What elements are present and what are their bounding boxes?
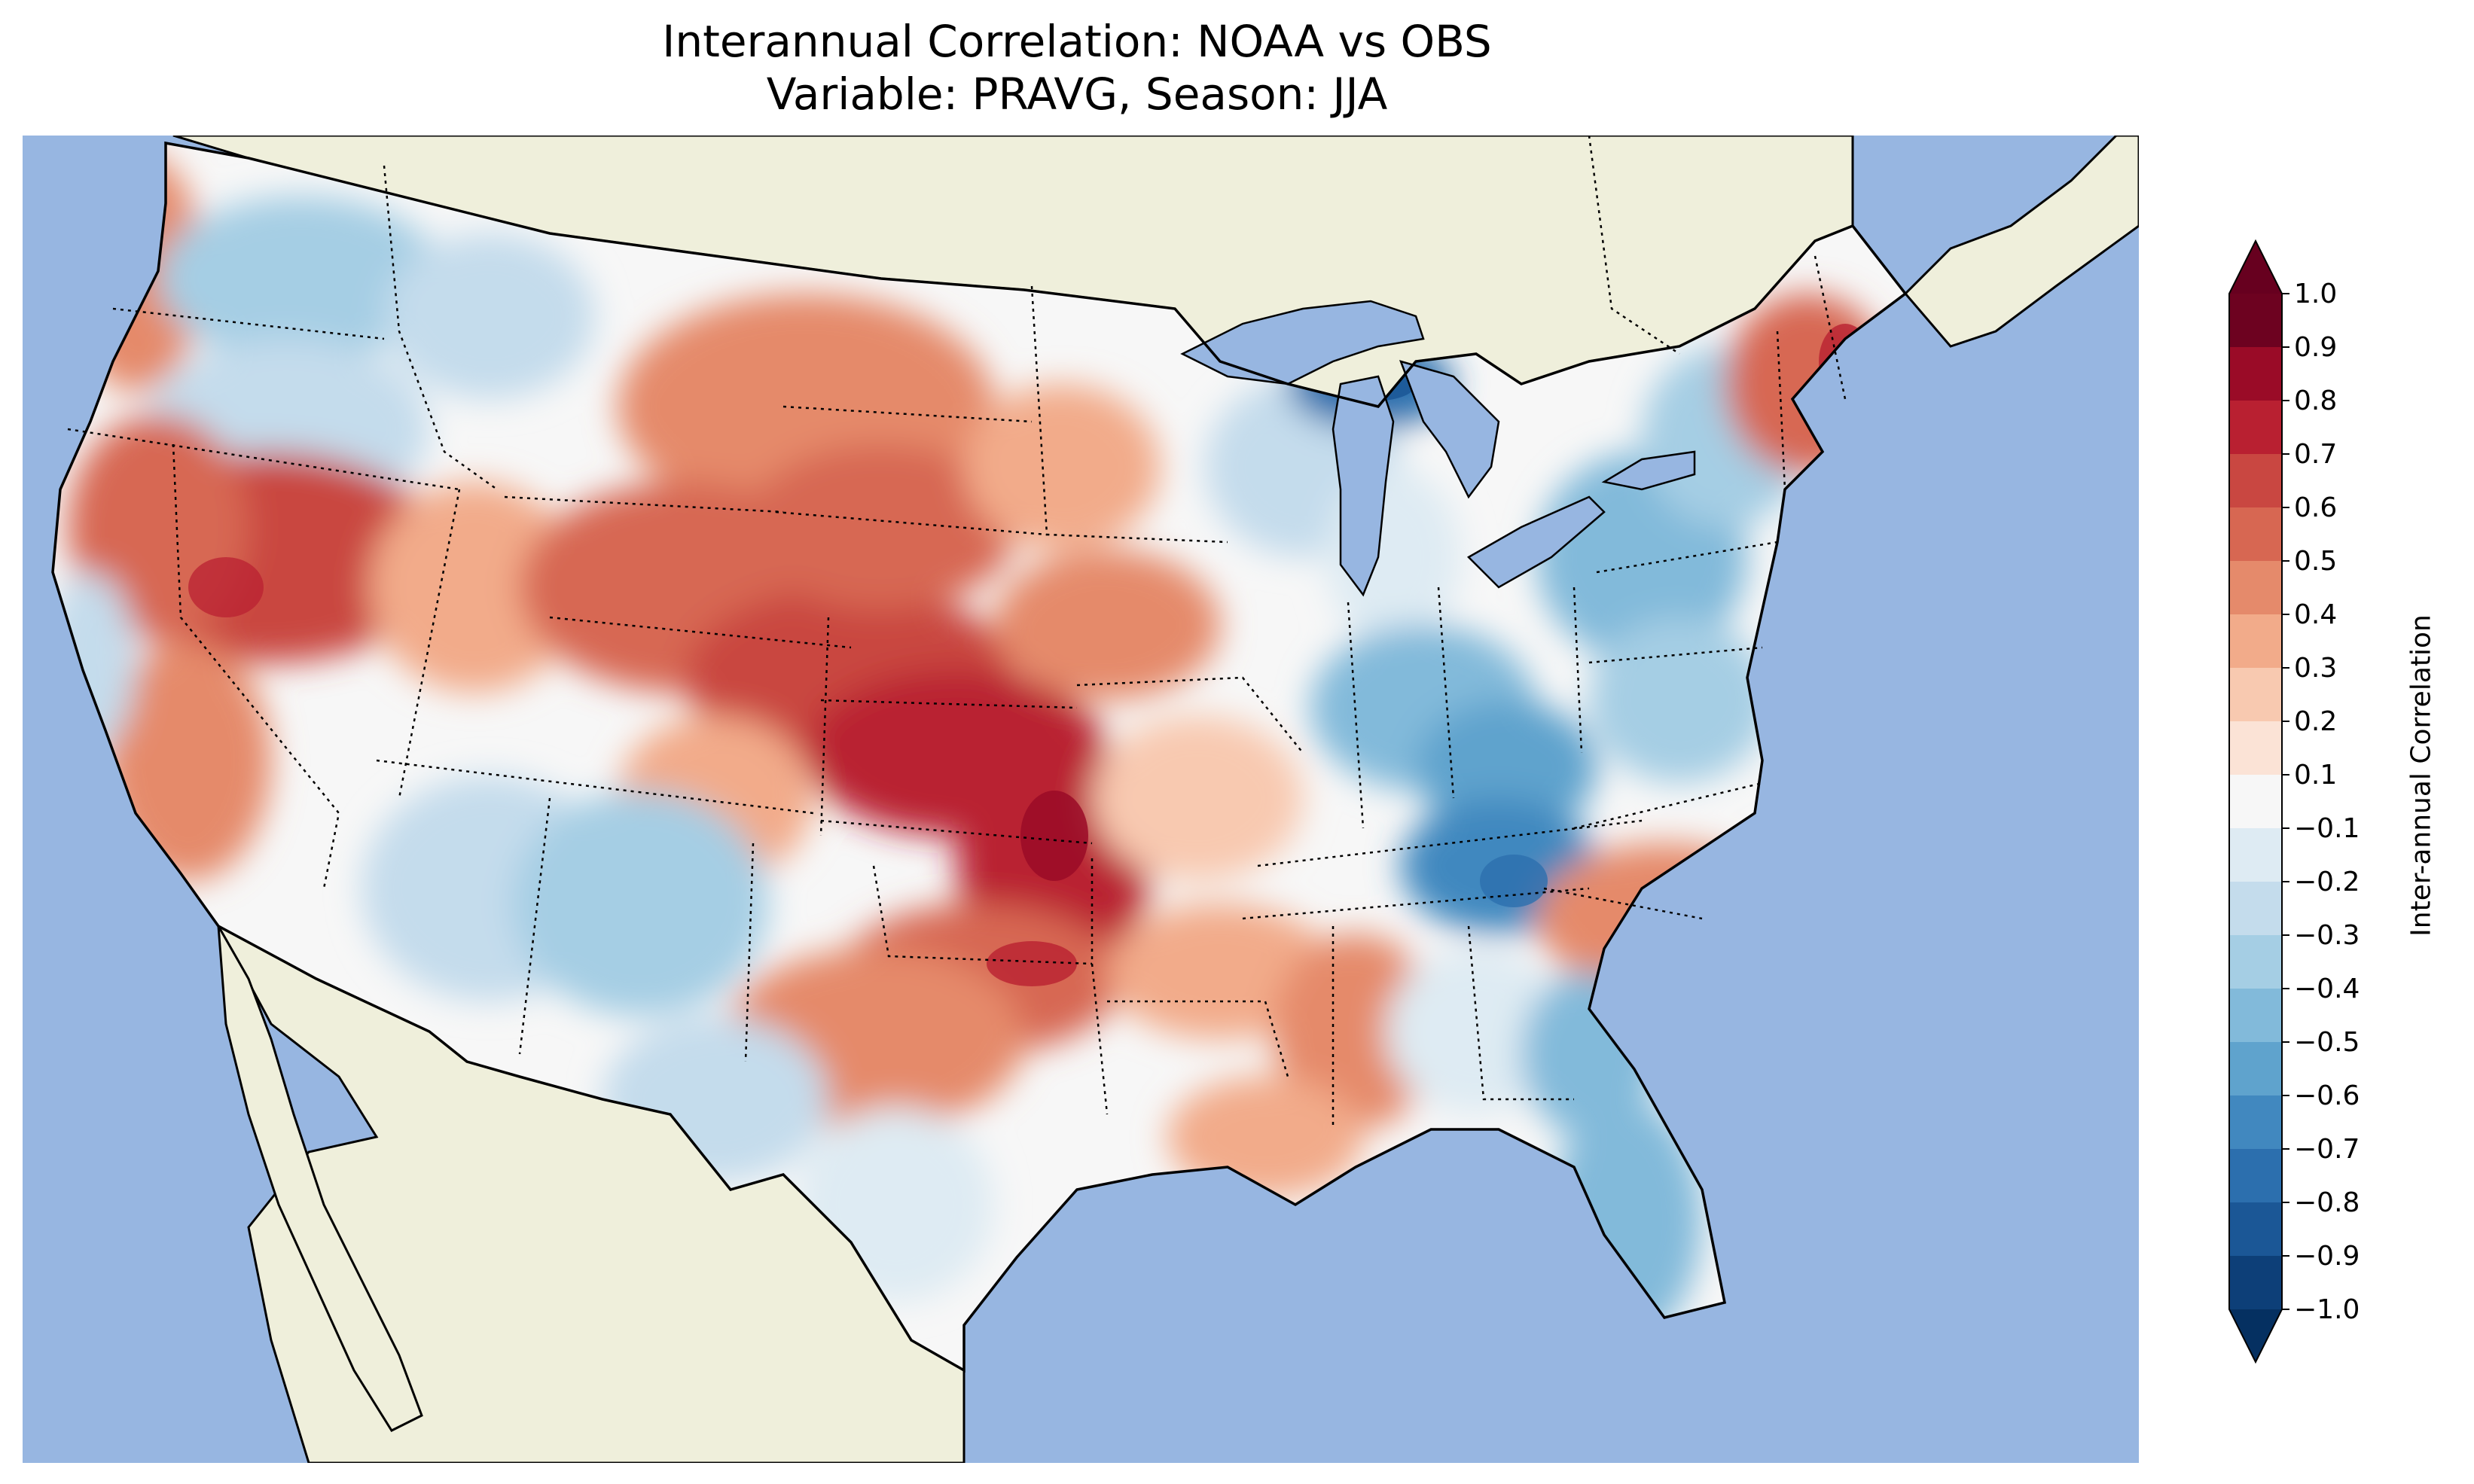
colorbar-tick-label: 0.4 xyxy=(2294,599,2337,630)
border-az-nm xyxy=(518,797,551,1055)
blob-new-mexico xyxy=(512,791,768,1016)
colorbar-band xyxy=(2229,1202,2282,1257)
core-kentucky xyxy=(1480,855,1548,907)
border-co-ks xyxy=(819,617,830,836)
colorbar-tick-label: 0.3 xyxy=(2294,653,2337,684)
blob-mississippi xyxy=(1273,934,1438,1129)
border-mt-wy xyxy=(504,495,784,513)
blob-south-dakota xyxy=(746,444,1017,610)
colorbar-tick-label: −0.4 xyxy=(2294,974,2360,1004)
blob-idaho xyxy=(158,196,444,361)
colorbar-band xyxy=(2229,561,2282,615)
blob-alabama-georgia xyxy=(1386,949,1566,1114)
colorbar-tick-label: −0.5 xyxy=(2294,1027,2360,1058)
colorbar-tick-label: 0.7 xyxy=(2294,439,2337,470)
colorbar-tick-label: 1.0 xyxy=(2294,279,2337,309)
lake-huron xyxy=(1399,360,1500,499)
border-ks-ok xyxy=(820,819,1093,845)
chart-title: Interannual Correlation: NOAA vs OBS xyxy=(662,16,1492,67)
colorbar-band xyxy=(2229,1042,2282,1096)
border-va-nc xyxy=(1573,782,1763,830)
blob-virginia xyxy=(1589,617,1770,783)
border-mo-ar xyxy=(1091,858,1109,1115)
colorbar-tick-label: 0.8 xyxy=(2294,385,2337,416)
border-new-england xyxy=(1776,255,1847,490)
border-wa-or xyxy=(112,307,385,340)
atlantic-canada-land xyxy=(1903,136,2139,348)
colorbar-extend-max xyxy=(2229,241,2282,294)
us-coastline xyxy=(51,141,1908,1373)
border-wy-co xyxy=(549,616,852,649)
blob-utah xyxy=(369,482,580,693)
blob-montana-west xyxy=(384,233,595,399)
border-nm-tx xyxy=(744,843,755,1062)
colorbar-tick-label: 0.2 xyxy=(2294,706,2337,737)
lake-erie xyxy=(1466,495,1606,589)
colorbar-label: Inter-annual Correlation xyxy=(2405,614,2437,937)
colorbar-bands xyxy=(2228,239,2283,1364)
baja-peninsula-land xyxy=(217,925,423,1432)
colorbar-tick-label: 0.6 xyxy=(2294,492,2337,523)
colorbar-band xyxy=(2229,1095,2282,1150)
border-pa-ny xyxy=(1588,541,1778,664)
core-nevada xyxy=(188,557,264,617)
border-ar-la xyxy=(1107,1000,1289,1077)
border-mn-ia xyxy=(1030,285,1228,544)
colorbar-tick-label: −0.3 xyxy=(2294,920,2360,951)
colorbar-tick-label: 0.9 xyxy=(2294,332,2337,363)
core-oklahoma xyxy=(987,941,1077,986)
blob-minnesota xyxy=(964,384,1160,550)
blob-iowa xyxy=(994,550,1220,700)
colorbar-band xyxy=(2229,828,2282,882)
colorbar-band xyxy=(2229,882,2282,936)
border-il-in-oh xyxy=(1347,587,1583,829)
border-id-east xyxy=(383,165,498,491)
colorbar-extend-min xyxy=(2229,1309,2282,1362)
colorbar-band xyxy=(2229,1149,2282,1203)
colorbar-ticks: 1.0 0.9 0.8 0.7 0.6 0.5 0.4 0.3 0.2 0.1 −0.1 −0.2 −0… xyxy=(2282,279,2360,1325)
border-ia-mo xyxy=(1076,676,1304,754)
border-sd-ne xyxy=(775,510,1048,536)
border-ne-ks xyxy=(820,699,1078,709)
colorbar-band xyxy=(2229,614,2282,669)
colorbar-band xyxy=(2229,989,2282,1043)
blob-missouri xyxy=(1092,715,1303,881)
lake-superior xyxy=(1180,300,1425,385)
colorbar-tick-label: 0.5 xyxy=(2294,546,2337,577)
border-ut-az xyxy=(376,759,814,815)
border-tn-south xyxy=(1242,887,1590,920)
border-ok-tx xyxy=(872,865,1093,965)
great-lakes xyxy=(1180,300,1696,597)
border-al-ga xyxy=(1467,925,1574,1101)
border-or-ca-nv xyxy=(67,428,460,491)
lake-ontario xyxy=(1601,450,1696,491)
border-us-canada-east xyxy=(1588,136,1680,355)
colorbar-tick-label: −0.7 xyxy=(2294,1134,2360,1165)
blob-california-central xyxy=(105,640,271,881)
blob-ohio xyxy=(1416,700,1597,836)
colorbar-band xyxy=(2229,401,2282,455)
colorbar-band xyxy=(2229,454,2282,508)
colorbar-band xyxy=(2229,347,2282,401)
colorbar-tick-label: −1.0 xyxy=(2294,1294,2360,1325)
colorbar-band xyxy=(2229,775,2282,829)
state-borders xyxy=(67,136,1847,1129)
colorbar-band xyxy=(2229,668,2282,722)
colorbar-band xyxy=(2229,935,2282,989)
colorbar-band xyxy=(2229,294,2282,348)
colorbar-tick-label: 0.1 xyxy=(2294,760,2337,791)
colorbar-tick-label: −0.9 xyxy=(2294,1241,2360,1272)
colorbar-tick-label: −0.8 xyxy=(2294,1187,2360,1218)
colorbar-tick-label: −0.2 xyxy=(2294,867,2360,897)
chart-subtitle: Variable: PRAVG, Season: JJA xyxy=(766,69,1388,120)
colorbar-tick-label: −0.1 xyxy=(2294,813,2360,844)
colorbar-band xyxy=(2229,1256,2282,1310)
correlation-map xyxy=(23,136,2139,1463)
colorbar-band xyxy=(2229,721,2282,776)
colorbar: 1.0 0.9 0.8 0.7 0.6 0.5 0.4 0.3 0.2 0.1 −0.1 −0.2 −0… xyxy=(2228,239,2360,1364)
colorbar-band xyxy=(2229,507,2282,562)
core-nebraska-kansas xyxy=(1020,791,1088,881)
colorbar-tick-label: −0.6 xyxy=(2294,1080,2360,1111)
